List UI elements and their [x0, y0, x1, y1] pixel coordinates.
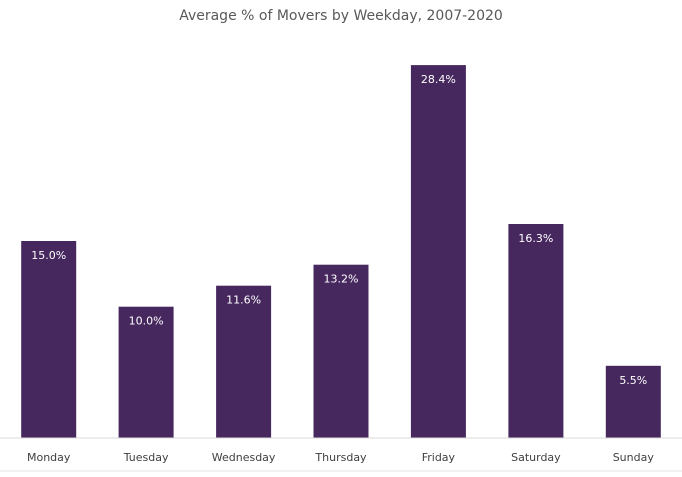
x-tick-label-friday: Friday	[422, 451, 456, 464]
x-tick-label-tuesday: Tuesday	[123, 451, 169, 464]
data-label-group: 15.0% 10.0% 11.6% 13.2% 28.4% 16.3% 5.5%	[31, 73, 647, 387]
bar-thursday	[313, 264, 369, 438]
data-label-monday: 15.0%	[31, 249, 66, 262]
data-label-sunday: 5.5%	[619, 374, 647, 387]
data-label-thursday: 13.2%	[324, 273, 359, 286]
x-tick-label-thursday: Thursday	[314, 451, 367, 464]
x-tick-label-monday: Monday	[27, 451, 71, 464]
bar-sunday	[605, 365, 661, 438]
bar-saturday	[508, 224, 564, 438]
data-label-tuesday: 10.0%	[129, 315, 164, 328]
bar-friday	[410, 65, 466, 438]
data-label-friday: 28.4%	[421, 73, 456, 86]
data-label-saturday: 16.3%	[518, 232, 553, 245]
data-label-wednesday: 11.6%	[226, 294, 261, 307]
bar-monday	[21, 241, 77, 438]
x-tick-label-wednesday: Wednesday	[212, 451, 276, 464]
x-tick-label-saturday: Saturday	[511, 451, 561, 464]
bar-tuesday	[118, 306, 174, 438]
x-tick-label-sunday: Sunday	[613, 451, 655, 464]
bar-wednesday	[216, 285, 272, 438]
x-tick-label-group: Monday Tuesday Wednesday Thursday Friday Satu…	[27, 451, 654, 464]
bar-group	[21, 65, 661, 438]
chart-title: Average % of Movers by Weekday, 2007-202…	[179, 8, 503, 24]
